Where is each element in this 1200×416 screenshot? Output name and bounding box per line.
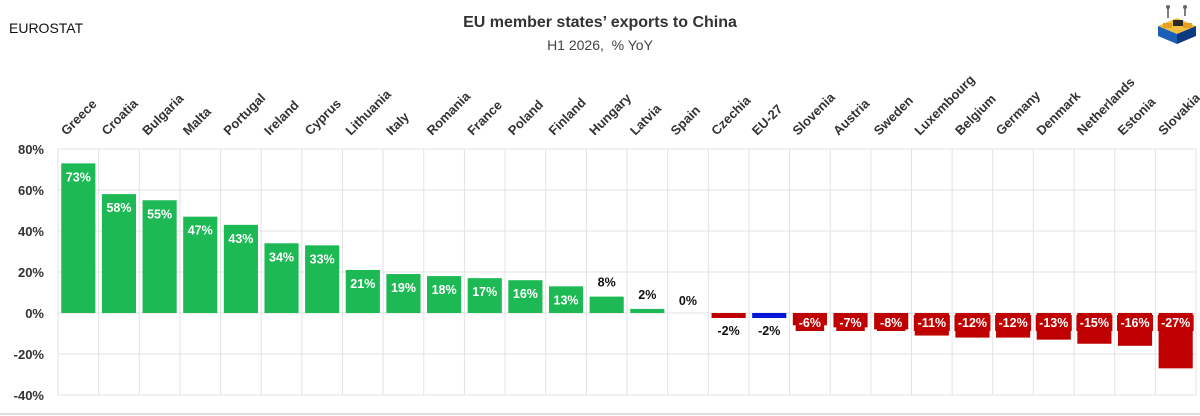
bar-ireland bbox=[264, 243, 299, 313]
data-label: -2% bbox=[717, 324, 739, 338]
bar-eu-27 bbox=[752, 313, 787, 318]
category-label: Slovenia bbox=[789, 89, 838, 138]
ship-containers-logo bbox=[1158, 5, 1196, 44]
bar-romania bbox=[427, 276, 462, 313]
data-label: 33% bbox=[310, 252, 335, 266]
data-label: -7% bbox=[839, 316, 861, 330]
data-label-bg bbox=[1157, 315, 1194, 331]
data-label: 13% bbox=[554, 293, 579, 307]
bar-lithuania bbox=[345, 269, 380, 313]
category-label: Poland bbox=[505, 97, 546, 138]
bar-finland bbox=[548, 286, 584, 313]
data-label: -8% bbox=[880, 316, 902, 330]
data-label: -11% bbox=[918, 316, 947, 330]
bar-greece bbox=[61, 163, 96, 313]
chart-subtitle: H1 2026, % YoY bbox=[547, 37, 653, 53]
category-label: Italy bbox=[383, 109, 413, 139]
data-labels: 73% 58% 55% 47% 43% 34% 33% 21% 19% 18% 17% 16% 13% 8… bbox=[66, 170, 1194, 338]
category-label: Latvia bbox=[627, 100, 665, 138]
category-label: Portugal bbox=[220, 90, 268, 138]
data-label-bg bbox=[995, 315, 1032, 331]
data-label: -16% bbox=[1120, 316, 1149, 330]
category-label: Cyprus bbox=[302, 96, 344, 138]
category-label: Czechia bbox=[708, 92, 754, 138]
data-label-bg bbox=[795, 315, 825, 331]
bar-hungary bbox=[589, 296, 624, 313]
data-label: -12% bbox=[958, 316, 987, 330]
data-label-bg bbox=[1076, 315, 1113, 331]
bar-italy bbox=[386, 274, 421, 313]
bar-latvia bbox=[630, 308, 665, 313]
data-label-bg bbox=[876, 315, 906, 331]
data-label: 2% bbox=[638, 288, 656, 302]
y-tick-label: 80% bbox=[18, 142, 44, 157]
data-label: 47% bbox=[188, 224, 213, 238]
bar-france bbox=[467, 278, 502, 313]
data-label-bg bbox=[913, 315, 950, 331]
y-tick-label: 60% bbox=[18, 183, 44, 198]
bar-croatia bbox=[101, 194, 137, 313]
data-label: -12% bbox=[999, 316, 1028, 330]
data-label: -15% bbox=[1080, 316, 1109, 330]
y-tick-label: 40% bbox=[18, 224, 44, 239]
category-label: Croatia bbox=[98, 95, 141, 138]
data-label: -6% bbox=[799, 316, 821, 330]
data-label: -27% bbox=[1161, 316, 1190, 330]
data-label: 16% bbox=[513, 287, 538, 301]
category-label: Slovakia bbox=[1155, 90, 1200, 138]
y-tick-label: -20% bbox=[14, 347, 45, 362]
data-label-bg bbox=[1035, 315, 1072, 331]
category-label: Malta bbox=[180, 103, 215, 138]
data-label-bg bbox=[836, 315, 865, 331]
category-label: Greece bbox=[58, 96, 100, 138]
data-label-bg bbox=[954, 315, 991, 331]
category-label: Finland bbox=[546, 95, 589, 138]
bar-bulgaria bbox=[142, 200, 177, 313]
bar-poland bbox=[508, 280, 543, 313]
y-tick-label: -40% bbox=[14, 388, 45, 403]
data-label: 58% bbox=[106, 201, 131, 215]
data-label-bg bbox=[1117, 315, 1154, 331]
category-label: Spain bbox=[667, 102, 703, 138]
y-tick-label: 0% bbox=[25, 306, 44, 321]
data-label: 55% bbox=[147, 207, 172, 221]
data-label: 18% bbox=[432, 283, 457, 297]
data-label: 43% bbox=[228, 232, 253, 246]
category-label: Ireland bbox=[261, 97, 302, 138]
data-label: 0% bbox=[679, 294, 697, 308]
data-label: 21% bbox=[350, 277, 375, 291]
bar-czechia bbox=[711, 313, 746, 318]
category-label: Bulgaria bbox=[139, 90, 187, 138]
bar-cyprus bbox=[305, 245, 340, 313]
data-label: 73% bbox=[66, 170, 91, 184]
chart-title: EU member states’ exports to China bbox=[463, 14, 737, 31]
data-label: 34% bbox=[269, 250, 294, 264]
category-label: France bbox=[464, 97, 505, 138]
category-label: EU-27 bbox=[749, 101, 786, 138]
category-label: Hungary bbox=[586, 90, 634, 138]
category-label: Sweden bbox=[871, 93, 916, 138]
category-label: Austria bbox=[830, 95, 873, 138]
source-label: EUROSTAT bbox=[9, 20, 84, 36]
data-label: 17% bbox=[472, 285, 497, 299]
data-label: -2% bbox=[758, 324, 780, 338]
data-label: 8% bbox=[598, 276, 616, 290]
data-label: 19% bbox=[391, 281, 416, 295]
y-tick-label: 20% bbox=[18, 265, 44, 280]
bar-portugal bbox=[223, 224, 258, 313]
data-label: -13% bbox=[1039, 316, 1068, 330]
bar-malta bbox=[183, 216, 218, 313]
y-axis: -40% -20% 0% 20% 40% 60% 80% bbox=[14, 142, 45, 403]
